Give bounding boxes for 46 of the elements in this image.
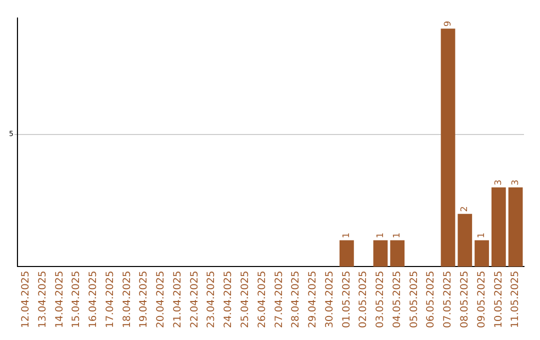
data-label: 1 — [342, 232, 352, 238]
data-label: 3 — [494, 180, 504, 186]
x-tick-label: 28.04.2025 — [290, 270, 302, 328]
data-label: 2 — [460, 206, 470, 212]
x-tick-label: 15.04.2025 — [71, 270, 82, 328]
x-tick-label: 02.05.2025 — [358, 270, 370, 328]
bar — [340, 240, 354, 267]
x-tick-label: 05.05.2025 — [408, 270, 420, 328]
x-tick-label: 06.05.2025 — [426, 270, 437, 328]
x-tick-label: 21.04.2025 — [172, 270, 184, 328]
bar — [508, 187, 523, 267]
bar — [390, 240, 405, 267]
x-tick-label: 14.04.2025 — [54, 270, 66, 328]
x-tick-label: 13.04.2025 — [37, 270, 48, 328]
x-tick-label: 16.04.2025 — [88, 270, 100, 328]
x-tick-label: 22.04.2025 — [189, 270, 200, 328]
x-tick-label: 30.04.2025 — [324, 270, 336, 328]
x-tick-label: 29.04.2025 — [308, 270, 319, 328]
bar — [440, 28, 456, 267]
x-tick-label: 23.04.2025 — [206, 270, 218, 328]
x-tick-label: 27.04.2025 — [274, 270, 285, 328]
x-tick-label: 26.04.2025 — [256, 270, 268, 328]
x-tick-label: 19.04.2025 — [138, 270, 150, 328]
bar — [491, 187, 506, 267]
x-tick-label: 24.04.2025 — [223, 270, 234, 328]
x-tick-label: 07.05.2025 — [442, 270, 454, 328]
x-tick-label: 17.04.2025 — [104, 270, 116, 328]
x-tick-label: 04.05.2025 — [392, 270, 403, 328]
x-tick-label: 10.05.2025 — [493, 270, 504, 328]
data-label: 3 — [510, 180, 521, 186]
bar — [373, 240, 388, 267]
bar — [474, 240, 489, 267]
data-label: 1 — [392, 232, 403, 238]
x-tick-label: 08.05.2025 — [459, 270, 470, 328]
x-tick-label: 11.05.2025 — [510, 270, 522, 328]
data-label: 9 — [443, 20, 454, 27]
x-tick-label: 25.04.2025 — [240, 270, 251, 328]
x-tick-label: 03.05.2025 — [375, 270, 386, 328]
bar — [458, 214, 472, 267]
x-tick-label: 20.04.2025 — [156, 270, 167, 328]
x-tick-label: 01.05.2025 — [341, 270, 352, 328]
x-tick-label: 09.05.2025 — [476, 270, 488, 328]
data-label: 1 — [477, 232, 488, 238]
x-tick-label: 18.04.2025 — [122, 270, 133, 328]
x-tick-label: 12.04.2025 — [20, 270, 32, 328]
data-label: 1 — [376, 232, 386, 238]
